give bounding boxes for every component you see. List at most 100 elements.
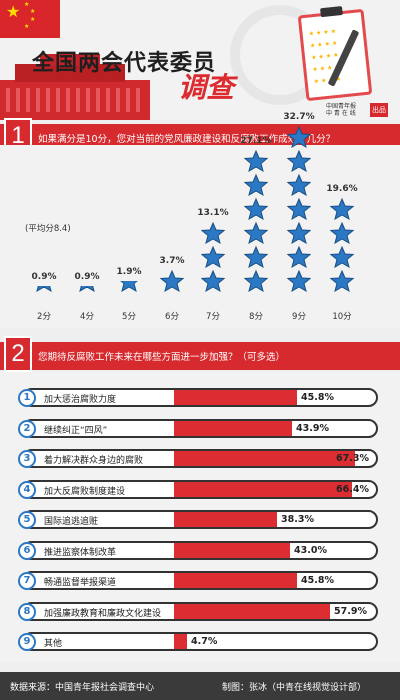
star-mark [244,222,268,244]
star-mark [201,246,225,268]
bar-fill [174,421,292,436]
answer-value: 57.9% [334,606,367,617]
publisher-badge: 出品 [370,103,388,117]
header-banner: ★ ★ ★ ★ ★ ★★★★ ★★★★ ★★★★ ★★★★ ★★★★ 全国两会代… [0,0,400,120]
star-mark [244,174,268,196]
value-label: 13.1% [197,208,229,218]
star-mark [244,198,268,220]
question-2-bar: 2 您期待反腐败工作未来在哪些方面进一步加强？（可多选） [0,336,400,372]
bar-fill [174,390,297,405]
answer-label: 其他 [44,639,63,649]
answer-label: 畅通监督举报渠道 [44,578,117,588]
value-label: 32.7% [283,112,315,122]
option-number: 7 [18,572,36,590]
value-label: 27.1% [240,136,272,146]
value-label: 0.9% [31,272,57,282]
flag-icon: ★ ★ ★ ★ ★ [0,0,60,38]
bar-fill [174,543,290,558]
answer-value: 43.0% [294,545,327,556]
answer-bar: 加大惩治腐败力度 45.8% [22,388,378,407]
category-label: 2分 [37,312,51,322]
answer-bar: 畅通监督举报渠道 45.8% [22,571,378,590]
option-number: 1 [18,389,36,407]
answer-value: 4.7% [191,636,218,647]
category-label: 4分 [80,312,94,322]
star-mark [287,174,311,196]
star-mark [330,198,354,220]
star-mark [287,126,311,148]
option-number: 5 [18,511,36,529]
star-mark [244,150,268,172]
option-number: 8 [18,603,36,621]
category-label: 7分 [206,312,220,322]
star-mark [201,270,225,292]
answer-value: 45.8% [301,392,334,403]
answer-label: 加强廉政教育和廉政文化建设 [44,609,162,619]
design-credit: 制图：张冰（中青在线视觉设计部） [222,683,367,693]
average-score-label: (平均分8.4) [25,224,71,234]
star-mark [330,246,354,268]
star-mark [201,222,225,244]
value-label: 1.9% [116,267,142,277]
star-mark [287,198,311,220]
question-number-2: 2 [4,336,32,372]
bar-fill [174,604,330,619]
answer-bar: 加大反腐败制度建设 66.4% [22,480,378,499]
star-mark [330,222,354,244]
option-number: 4 [18,481,36,499]
answer-label: 加大反腐败制度建设 [44,487,126,497]
answer-label: 国际追逃追赃 [44,517,99,527]
star-mark [287,150,311,172]
star-mark [287,270,311,292]
bar-fill [174,482,352,497]
page-title: 全国两会代表委员 [32,51,217,76]
answer-value: 45.8% [301,575,334,586]
partial-star-mark [36,286,52,292]
value-label: 3.7% [159,256,185,266]
value-label: 0.9% [74,272,100,282]
answer-bar: 继续纠正“四风” 43.9% [22,419,378,438]
star-mark [244,270,268,292]
page-title-highlight: 调查 [178,71,235,104]
answer-value: 66.4% [336,484,369,495]
star-mark [244,246,268,268]
footer: 数据来源：中国青年报社会调查中心 制图：张冰（中青在线视觉设计部） [0,672,400,700]
answer-bar: 国际追逃追赃 38.3% [22,510,378,529]
category-label: 10分 [332,312,352,322]
option-number: 2 [18,420,36,438]
publisher-logo: 中国青年报 中 青 在 线 出品 [326,103,388,117]
question-2-text: 您期待反腐败工作未来在哪些方面进一步加强？（可多选） [38,352,286,363]
answer-label: 推进监察体制改革 [44,548,117,558]
partial-star-mark [120,281,138,292]
question-1-text: 如果满分是10分，您对当前的党风廉政建设和反腐败工作成效打几分？ [38,134,336,145]
star-mark [287,246,311,268]
great-hall-illustration [0,54,150,120]
bar-fill [174,512,277,527]
answer-value: 43.9% [296,423,329,434]
answer-bar: 加强廉政教育和廉政文化建设 57.9% [22,602,378,621]
clipboard-icon: ★★★★ ★★★★ ★★★★ ★★★★ ★★★★ [297,6,373,102]
answer-bar: 推进监察体制改革 43.0% [22,541,378,560]
star-mark [160,270,184,292]
partial-star-mark [79,286,95,292]
star-mark [287,222,311,244]
option-number: 6 [18,542,36,560]
answer-value: 38.3% [281,514,314,525]
category-label: 6分 [165,312,179,322]
answer-bar: 其他 4.7% [22,632,378,651]
answer-label: 加大惩治腐败力度 [44,395,117,405]
bar-fill [174,451,355,466]
bar-fill [174,634,187,649]
answer-bar: 着力解决群众身边的腐败 67.3% [22,449,378,468]
category-label: 8分 [249,312,263,322]
value-label: 19.6% [326,184,358,194]
option-number: 3 [18,450,36,468]
answer-value: 67.3% [336,453,369,464]
star-mark [330,270,354,292]
question-1-panel [0,145,400,328]
data-source: 数据来源：中国青年报社会调查中心 [10,683,155,693]
option-number: 9 [18,633,36,651]
answer-label: 着力解决群众身边的腐败 [44,456,144,466]
answer-label: 继续纠正“四风” [44,426,108,436]
bar-fill [174,573,297,588]
